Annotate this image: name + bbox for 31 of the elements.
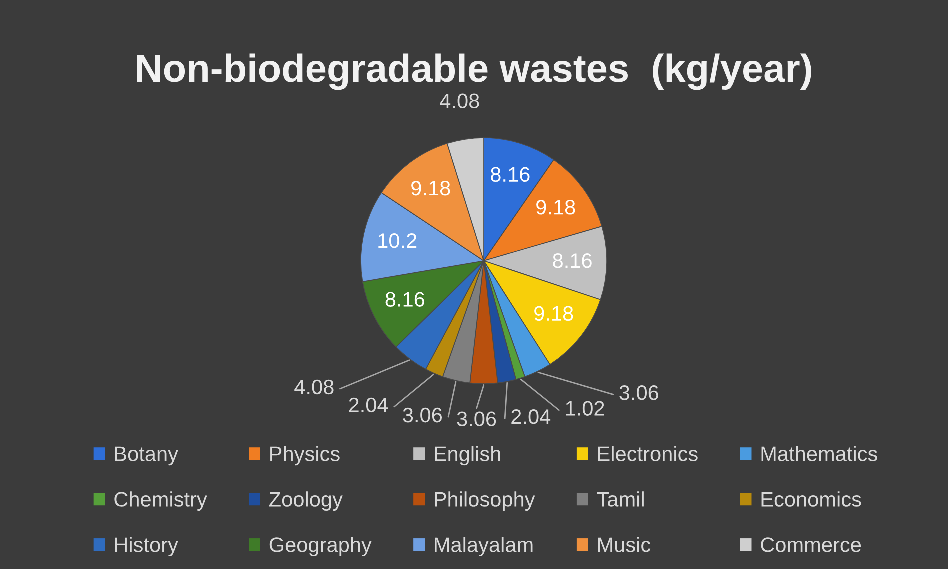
- legend-label: Chemistry: [114, 492, 208, 512]
- data-label: 9.18: [412, 180, 450, 196]
- legend-label: Geography: [270, 537, 372, 556]
- data-label: 4.08: [440, 94, 480, 109]
- legend-label: Music: [598, 537, 651, 552]
- data-label: 3.06: [620, 386, 658, 400]
- legend-label: Zoology: [270, 492, 343, 512]
- data-label: 3.06: [403, 408, 442, 423]
- data-label: 8.16: [386, 292, 425, 307]
- legend-label: Botany: [115, 446, 178, 466]
- legend-label: Electronics: [598, 446, 698, 462]
- legend-label: History: [115, 537, 178, 556]
- data-label: 1.02: [566, 401, 604, 416]
- chart-title: Non-biodegradable wastes (kg/year): [137, 54, 812, 90]
- legend-label: Physics: [270, 446, 340, 466]
- legend-label: Economics: [762, 492, 862, 507]
- data-label: 2.04: [349, 398, 388, 413]
- data-label: 10.2: [378, 234, 417, 248]
- legend-label: English: [435, 446, 500, 466]
- legend-label: Tamil: [597, 492, 644, 507]
- data-label: 8.16: [491, 167, 530, 182]
- legend-label: Philosophy: [435, 492, 536, 512]
- data-label: 2.04: [512, 410, 551, 424]
- legend-label: Malayalam: [435, 537, 533, 556]
- legend-label: Commerce: [761, 538, 862, 552]
- data-label: 9.18: [534, 306, 574, 322]
- data-label: 9.18: [536, 200, 576, 215]
- data-label: 8.16: [553, 254, 592, 268]
- data-label: 4.08: [294, 380, 334, 395]
- data-label: 3.06: [457, 412, 496, 426]
- legend-label: Mathematics: [762, 446, 878, 462]
